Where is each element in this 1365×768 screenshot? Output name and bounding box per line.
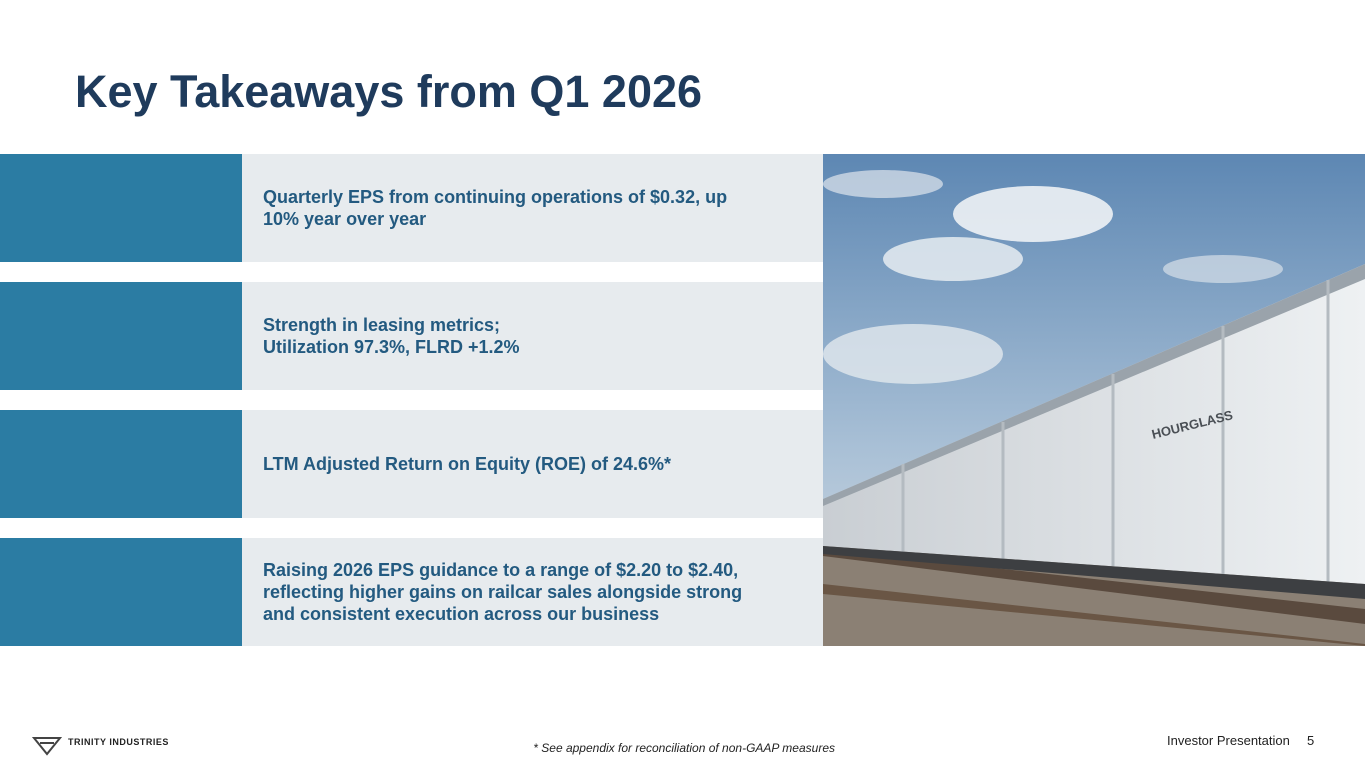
footnote: * See appendix for reconciliation of non… [533, 741, 835, 755]
accent-block [0, 538, 242, 646]
takeaway-text: Strength in leasing metrics; [263, 315, 501, 335]
logo-text: TRINITY INDUSTRIES [68, 737, 169, 747]
accent-block [0, 154, 242, 262]
takeaway-text: Raising 2026 EPS guidance to a range of … [263, 560, 739, 580]
takeaway-row: Quarterly EPS from continuing operations… [0, 154, 823, 262]
takeaway-text: and consistent execution across our busi… [263, 604, 660, 624]
takeaway-panel: LTM Adjusted Return on Equity (ROE) of 2… [242, 410, 823, 518]
takeaway-panel: Strength in leasing metrics; Utilization … [242, 282, 823, 390]
takeaway-text: LTM Adjusted Return on Equity (ROE) of 2… [263, 454, 672, 474]
takeaway-text: Quarterly EPS from continuing operations… [263, 187, 728, 207]
takeaway-panel: Quarterly EPS from continuing operations… [242, 154, 823, 262]
presentation-label: Investor Presentation [1167, 733, 1290, 748]
logo-icon [32, 737, 62, 756]
slide-title: Key Takeaways from Q1 2026 [75, 66, 703, 117]
accent-block [0, 282, 242, 390]
takeaway-row: Strength in leasing metrics; Utilization … [0, 282, 823, 390]
takeaway-panel: Raising 2026 EPS guidance to a range of … [242, 538, 823, 646]
takeaway-text: 10% year over year [263, 209, 427, 229]
takeaway-text: reflecting higher gains on railcar sales… [263, 582, 743, 602]
takeaway-row: Raising 2026 EPS guidance to a range of … [0, 538, 823, 646]
takeaway-text: Utilization 97.3%, FLRD +1.2% [263, 337, 520, 357]
page-number: 5 [1307, 733, 1315, 748]
takeaway-row: LTM Adjusted Return on Equity (ROE) of 2… [0, 410, 823, 518]
railcar-photo: HOURGLASS [823, 154, 1365, 646]
accent-block [0, 410, 242, 518]
